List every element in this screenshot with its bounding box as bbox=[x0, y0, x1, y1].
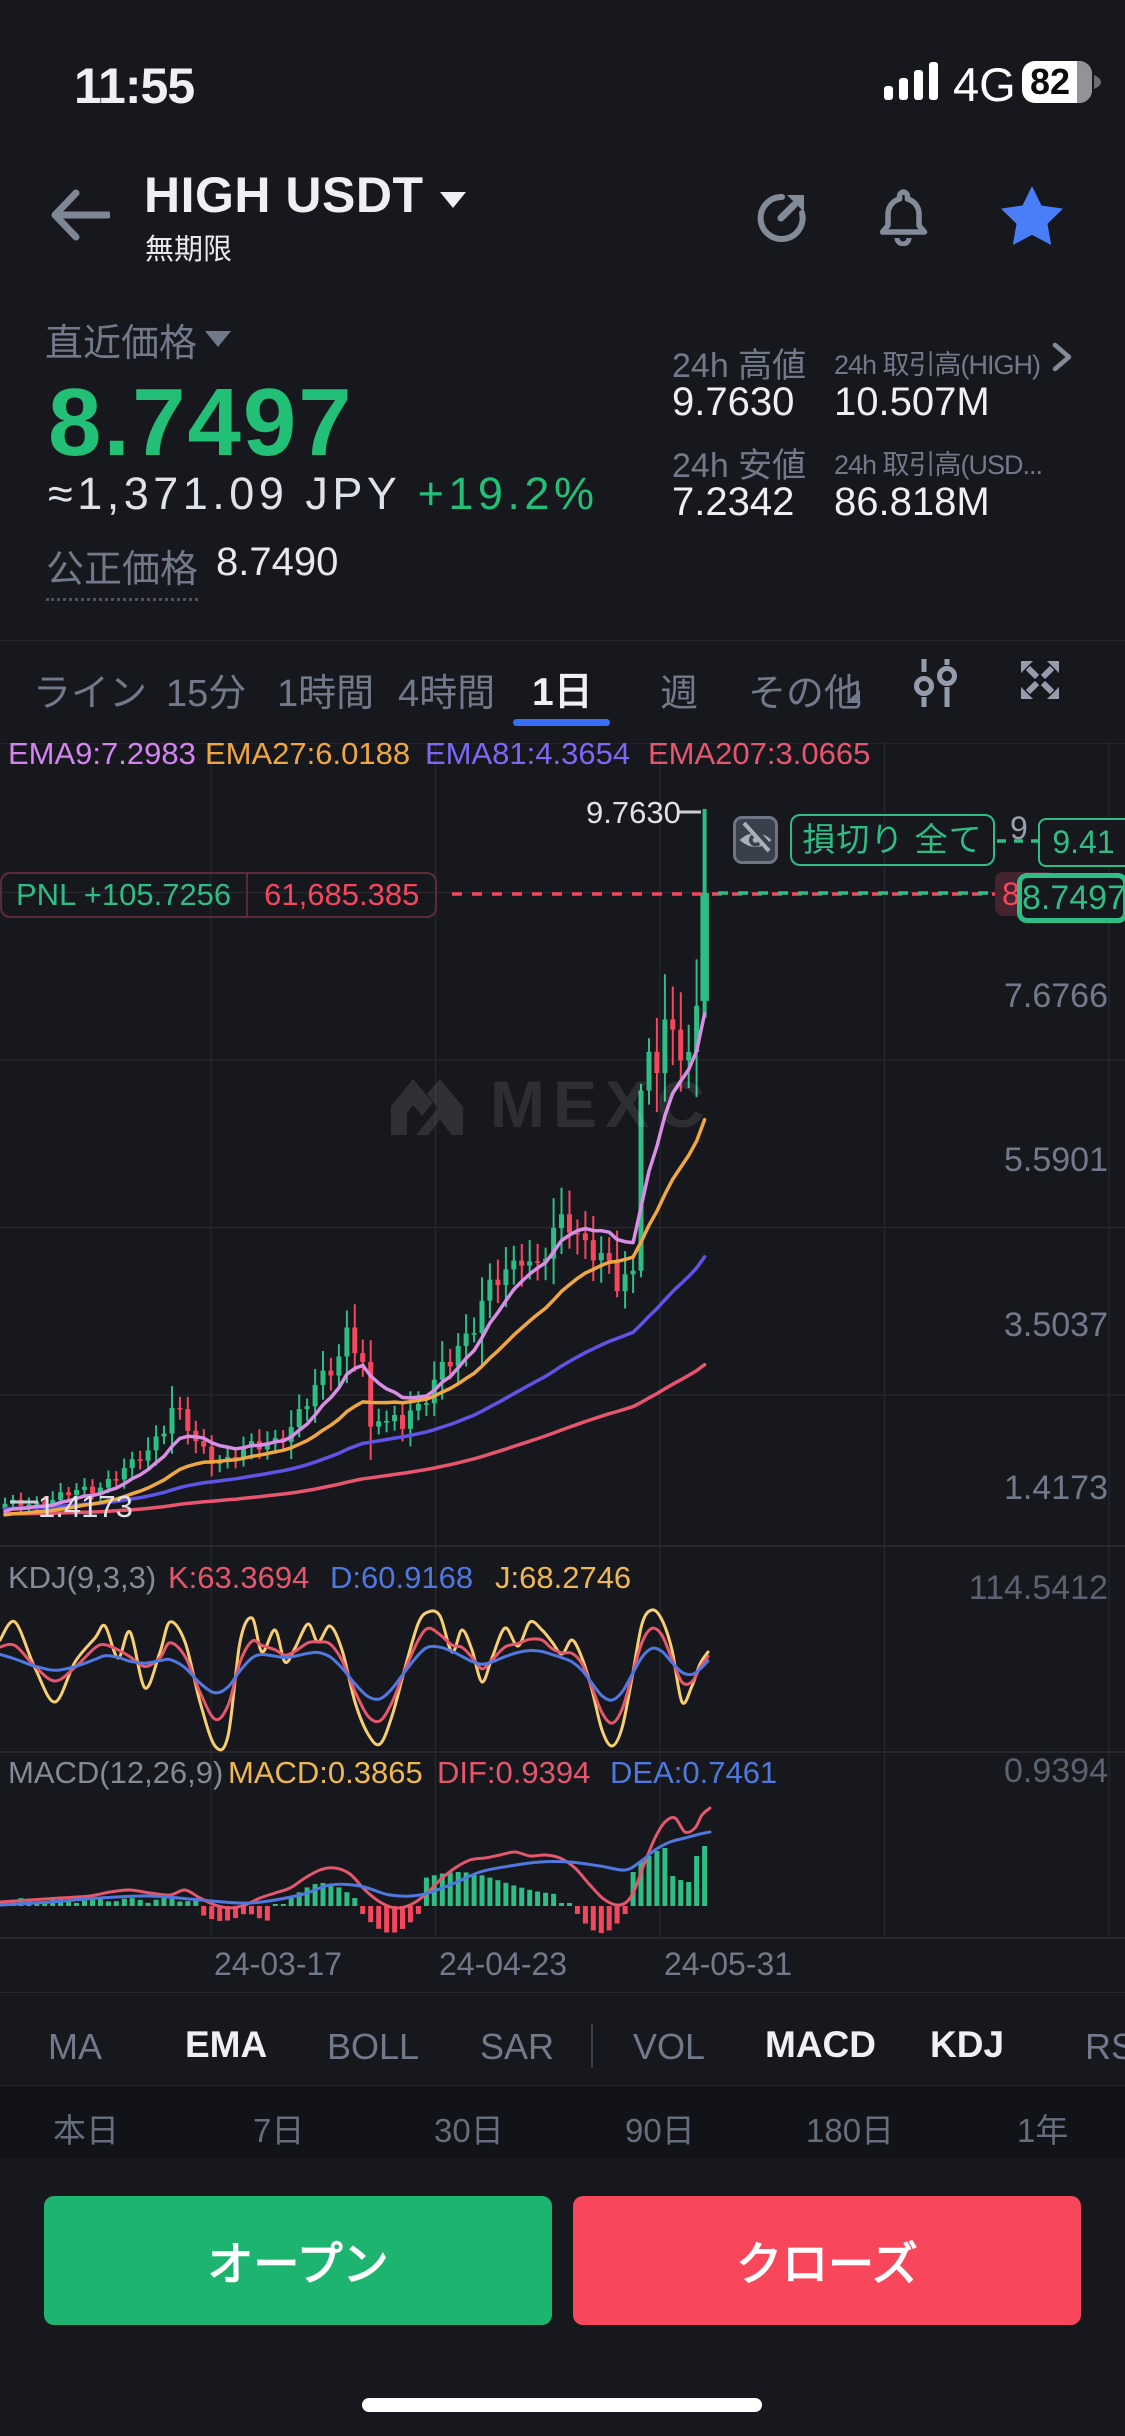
svg-text:82: 82 bbox=[1030, 61, 1070, 102]
svg-text:MEXC: MEXC bbox=[490, 1067, 713, 1141]
